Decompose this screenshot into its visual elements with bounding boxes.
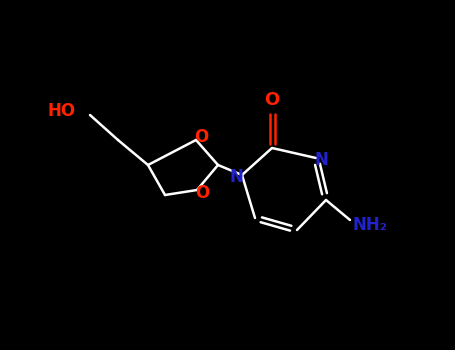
Text: N: N	[229, 168, 243, 186]
Text: O: O	[195, 184, 209, 202]
Text: O: O	[264, 91, 280, 109]
Text: NH₂: NH₂	[353, 216, 388, 234]
Text: N: N	[314, 151, 328, 169]
Text: O: O	[194, 128, 208, 146]
Text: HO: HO	[48, 102, 76, 120]
